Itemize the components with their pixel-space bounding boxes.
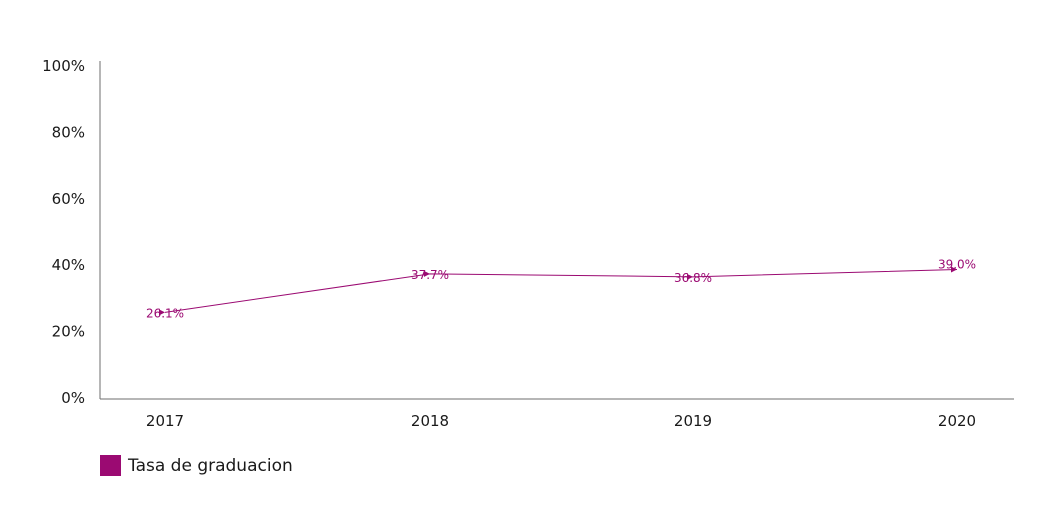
data-point (424, 270, 430, 277)
series-line (164, 269, 958, 313)
data-label: 39.0% (938, 258, 976, 272)
y-tick-label: 0% (61, 389, 85, 407)
y-tick-label: 80% (52, 123, 85, 141)
legend-label: Tasa de graduacion (128, 455, 293, 476)
x-tick-label: 2018 (411, 412, 449, 430)
y-tick-label: 100% (42, 57, 85, 75)
y-tick-label: 20% (52, 323, 85, 341)
y-tick-label: 40% (52, 256, 85, 274)
data-point (159, 309, 165, 316)
series-tasa-de-graduacion: 26.1% 37.7% 36.8% 39.0% (146, 258, 976, 321)
data-label: 36.8% (674, 271, 712, 285)
x-tick-label: 2020 (938, 412, 976, 430)
x-tick-label: 2019 (674, 412, 712, 430)
data-label: 26.1% (146, 306, 184, 320)
y-tick-label: 60% (52, 190, 85, 208)
data-point (951, 266, 957, 273)
legend-swatch (100, 455, 121, 476)
x-axis: 2017 2018 2019 2020 (100, 398, 1014, 430)
data-label: 37.7% (411, 268, 449, 282)
data-point (687, 273, 693, 280)
legend: Tasa de graduacion (100, 455, 293, 476)
y-axis: 0% 20% 40% 60% 80% 100% (42, 57, 101, 407)
x-tick-label: 2017 (146, 412, 184, 430)
